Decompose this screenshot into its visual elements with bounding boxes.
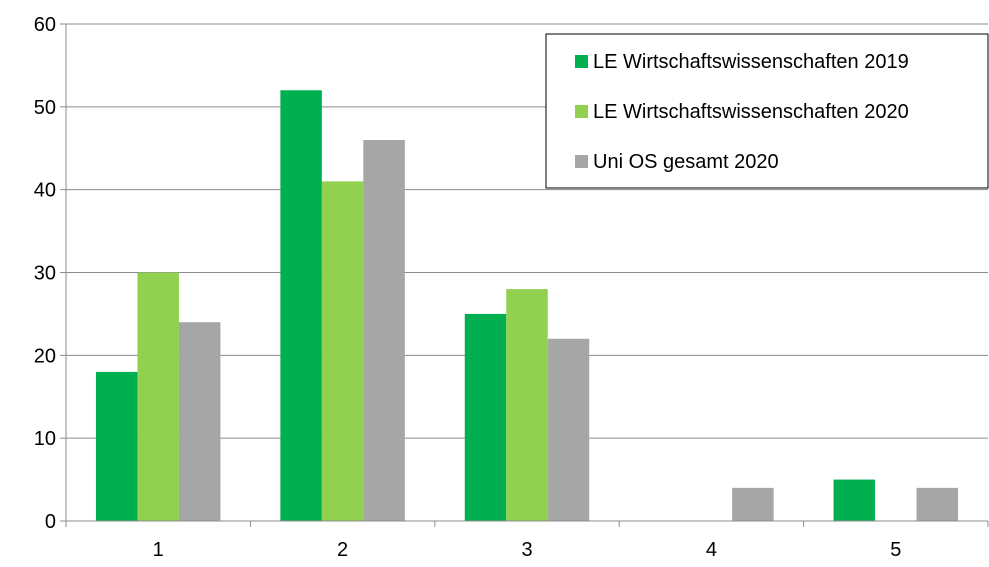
- bar-series-3-cat-4: [732, 487, 774, 521]
- bar-series-2-cat-2: [321, 181, 364, 521]
- x-axis-tick-labels: 1 2 3 4 5: [153, 539, 902, 561]
- x-tick-label: 2: [337, 539, 348, 561]
- legend: LE Wirtschaftswissenschaften 2019 LE Wirt…: [545, 33, 989, 189]
- y-tick-label: 20: [34, 345, 56, 367]
- legend-swatch-3: [575, 155, 588, 168]
- bar-series-3-cat-5: [916, 487, 959, 521]
- bar-series-1-cat-1: [95, 371, 138, 521]
- x-tick-label: 5: [890, 539, 901, 561]
- bar-series-3-cat-1: [178, 322, 221, 521]
- bar-series-3-cat-3: [547, 338, 590, 521]
- y-tick-label: 40: [34, 180, 56, 202]
- y-tick-label: 10: [34, 428, 56, 450]
- bar-series-2-cat-1: [137, 272, 179, 521]
- y-tick-label: 0: [45, 511, 56, 533]
- x-tick-label: 4: [706, 539, 717, 561]
- bar-series-1-cat-2: [280, 90, 322, 522]
- bar-series-3-cat-2: [363, 139, 405, 521]
- y-tick-label: 50: [34, 97, 56, 119]
- legend-label-1: LE Wirtschaftswissenschaften 2019: [593, 51, 909, 73]
- x-axis: [65, 520, 989, 527]
- bars: [95, 90, 959, 522]
- x-tick-label: 1: [153, 539, 164, 561]
- y-tick-label: 30: [34, 263, 56, 285]
- legend-label-3: Uni OS gesamt 2020: [593, 151, 779, 173]
- x-tick-label: 3: [521, 539, 532, 561]
- legend-label-2: LE Wirtschaftswissenschaften 2020: [593, 101, 909, 123]
- y-tick-label: 60: [34, 14, 56, 36]
- bar-series-1-cat-5: [833, 479, 876, 521]
- legend-swatch-1: [575, 55, 588, 68]
- legend-swatch-2: [575, 105, 588, 118]
- legend-box: [545, 33, 989, 189]
- bar-series-2-cat-3: [506, 289, 548, 521]
- y-axis-tick-labels: 0 10 20 30 40 50 60: [34, 14, 66, 533]
- bar-series-1-cat-3: [464, 313, 507, 521]
